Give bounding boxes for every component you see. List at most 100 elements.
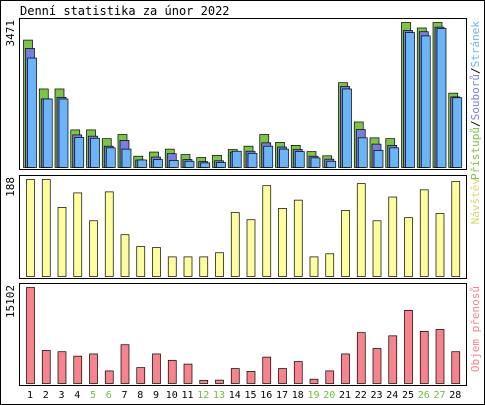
bar-visits-day-17 (278, 208, 287, 277)
bar-visits-day-23 (372, 220, 382, 277)
panels: 3471 Přístupů/Souborů/Stránek 188 Návštěv 15… (4, 18, 482, 386)
bar-volume-day-7 (120, 344, 130, 384)
x-tick-label: 28 (449, 390, 461, 401)
bar-stránek-day-28 (452, 97, 463, 168)
bar-stránek-day-18 (294, 151, 305, 168)
x-tick-label: 16 (260, 390, 272, 401)
bar-stránek-day-23 (373, 150, 384, 168)
x-tick-label: 18 (292, 390, 304, 401)
x-tick-label: 6 (106, 390, 112, 401)
bar-volume-day-28 (451, 351, 461, 384)
bar-stránek-day-27 (436, 28, 447, 168)
bar-stránek-day-7 (121, 148, 132, 168)
x-tick-label: 15 (244, 390, 256, 401)
bar-volume-day-15 (246, 371, 256, 384)
bar-volume-day-13 (215, 379, 224, 384)
panel-frame (19, 175, 467, 279)
bar-volume-day-26 (419, 331, 429, 384)
bar-visits-day-10 (167, 256, 177, 277)
bar-visits-day-22 (356, 183, 366, 277)
bar-volume-day-18 (293, 361, 303, 384)
bar-stránek-day-24 (389, 147, 400, 168)
bar-stránek-day-26 (420, 35, 431, 168)
x-tick-label: 13 (213, 390, 225, 401)
x-tick-label: 5 (90, 390, 96, 401)
x-tick-label: 27 (433, 390, 445, 401)
bar-stránek-day-3 (58, 98, 69, 168)
bar-visits-day-27 (435, 213, 445, 277)
bar-stránek-day-16 (263, 145, 274, 168)
panel-volume: 15102 Objem přenosů (4, 283, 482, 386)
bar-visits-day-8 (136, 246, 146, 277)
bar-visits-day-12 (199, 256, 209, 277)
bar-stránek-day-25 (405, 32, 415, 168)
bar-volume-day-2 (41, 350, 51, 384)
x-tick-label: 1 (27, 390, 33, 401)
bar-volume-day-8 (136, 367, 146, 384)
x-tick-label: 14 (229, 390, 241, 401)
bar-volume-day-27 (435, 329, 445, 384)
x-tick-label: 22 (355, 390, 367, 401)
bar-visits-day-7 (120, 234, 130, 277)
bar-stránek-day-10 (168, 160, 179, 168)
legend-part: / (469, 120, 482, 127)
chart-title: Denní statistika za únor 2022 (20, 4, 230, 18)
bar-visits-day-19 (309, 256, 319, 277)
legend-label: Návštěv (469, 178, 482, 225)
y-max-label: 3471 (4, 20, 17, 47)
bar-volume-day-21 (341, 353, 350, 384)
bar-visits-day-3 (57, 207, 67, 277)
bar-volume-day-4 (73, 355, 83, 384)
y-max-label: 15102 (4, 285, 17, 318)
bar-stránek-day-1 (27, 57, 37, 168)
bar-volume-day-22 (356, 332, 366, 384)
x-tick-label: 24 (386, 390, 398, 401)
x-tick-label: 9 (153, 390, 159, 401)
bar-volume-day-16 (262, 356, 272, 384)
bar-stránek-day-22 (357, 137, 368, 168)
bar-visits-day-9 (152, 247, 161, 277)
bar-volume-day-6 (104, 370, 114, 384)
bar-volume-day-9 (152, 353, 161, 384)
bar-visits-day-21 (341, 210, 350, 277)
bar-volume-day-11 (183, 363, 193, 384)
bar-stránek-day-4 (74, 137, 85, 168)
bar-stránek-day-12 (200, 162, 211, 168)
legend-label: Objem přenosů (469, 286, 482, 372)
bar-volume-day-14 (230, 368, 240, 384)
bar-visits-day-1 (26, 179, 35, 277)
y-max-label: 188 (4, 177, 17, 197)
bar-visits-day-24 (388, 196, 398, 277)
bar-volume-day-25 (404, 310, 413, 384)
legend-part: Stránek (469, 21, 482, 68)
x-axis-labels: 1 2 3 4 5 6 7 8 9 10 11 12 13 14 15 16 17 18 19 20 21 22 23 24 2… (27, 390, 461, 401)
bar-volume-day-24 (388, 335, 398, 384)
bar-visits-day-26 (419, 189, 429, 277)
bar-stránek-day-5 (90, 137, 100, 168)
x-tick-label: 3 (58, 390, 64, 401)
legend-part: / (469, 67, 482, 74)
bar-stránek-day-13 (216, 162, 226, 168)
bar-visits-day-18 (293, 199, 303, 277)
bar-visits-day-2 (41, 179, 51, 277)
bar-stránek-day-8 (137, 159, 148, 168)
bar-volume-day-17 (278, 368, 287, 384)
bar-stránek-day-11 (184, 160, 195, 168)
x-tick-label: 4 (74, 390, 80, 401)
bar-volume-day-19 (309, 378, 319, 384)
bar-stránek-day-9 (153, 159, 163, 168)
x-tick-label: 11 (181, 390, 193, 401)
bar-stránek-day-21 (342, 88, 352, 168)
x-tick-label: 26 (418, 390, 430, 401)
bar-visits-day-25 (404, 217, 413, 277)
bar-volume-day-10 (167, 359, 177, 384)
bar-stránek-day-20 (326, 160, 337, 168)
legend-label: Přístupů/Souborů/Stránek (469, 21, 482, 180)
panel-frame (19, 283, 467, 386)
x-tick-label: 7 (121, 390, 127, 401)
bar-visits-day-4 (73, 192, 83, 277)
bar-volume-day-1 (26, 287, 35, 384)
x-tick-label: 23 (370, 390, 382, 401)
